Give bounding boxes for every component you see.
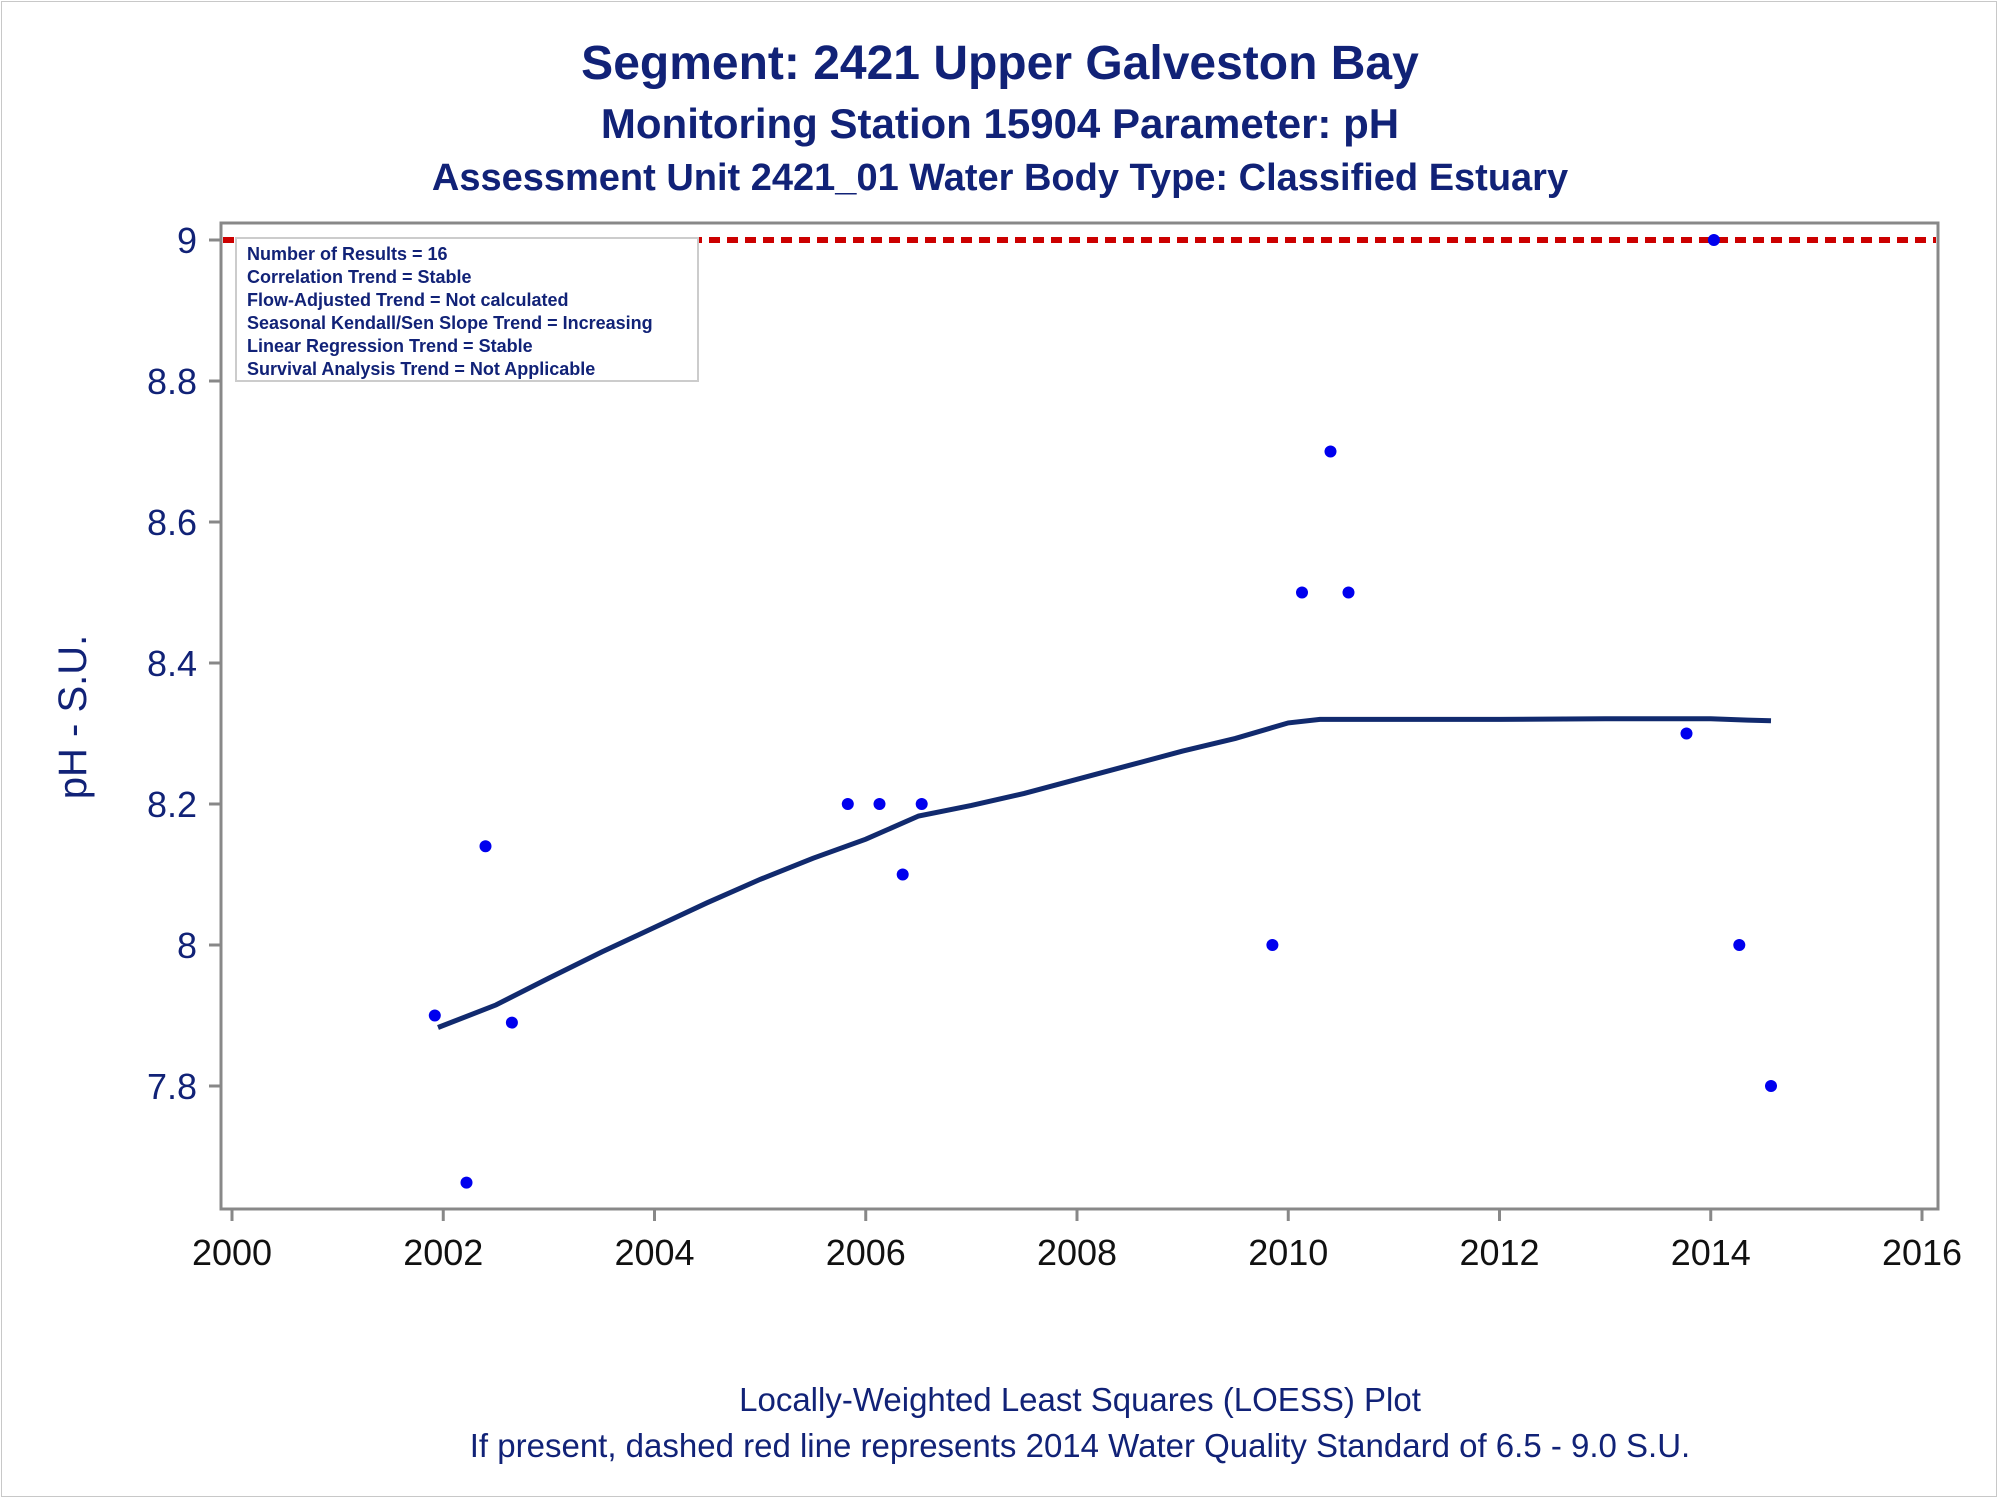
x-tick-label: 2000 [192,1232,272,1273]
chart-subtitle-assessment: Assessment Unit 2421_01 Water Body Type:… [431,157,1569,199]
data-point [1296,586,1308,599]
stats-box: Number of Results = 16 Correlation Trend… [235,237,699,382]
data-point [915,798,928,810]
data-point [460,1176,473,1189]
chart-title: Segment: 2421 Upper Galveston Bay [581,37,1419,90]
data-point [1680,727,1693,740]
x-tick-label: 2014 [1671,1232,1751,1273]
footnote-loess: Locally-Weighted Least Squares (LOESS) P… [739,1381,1421,1418]
x-tick-label: 2012 [1459,1232,1539,1273]
y-tick-label: 8.2 [147,784,197,825]
y-tick-label: 7.8 [147,1066,197,1107]
y-tick-label: 8.6 [147,502,197,543]
data-point [896,868,909,881]
x-tick-label: 2002 [403,1232,483,1273]
chart-subtitle: Monitoring Station 15904 Parameter: pH [600,100,1400,147]
data-point [841,798,854,810]
x-tick-label: 2016 [1882,1232,1962,1273]
data-point [1342,586,1355,599]
stats-linear-regression-trend: Linear Regression Trend = Stable [247,336,533,356]
data-point [1733,939,1746,951]
footnote-standard: If present, dashed red line represents 2… [469,1427,1691,1464]
loess-curve [437,716,1772,1030]
data-point [428,1009,441,1022]
x-tick-label: 2010 [1248,1232,1328,1273]
stats-correlation-trend: Correlation Trend = Stable [247,267,472,287]
y-tick-label: 8.8 [147,361,197,402]
data-point [1707,234,1720,246]
stats-box-border [235,237,699,382]
y-tick-label: 8.4 [147,643,197,684]
data-point [873,798,886,810]
y-axis-label: pH - S.U. [51,635,95,799]
stats-flow-adjusted-trend: Flow-Adjusted Trend = Not calculated [247,290,569,310]
stats-survival-analysis-trend: Survival Analysis Trend = Not Applicable [247,359,595,379]
data-point [1324,445,1337,458]
x-tick-label: 2004 [614,1232,694,1273]
stats-seasonal-kendall-trend: Seasonal Kendall/Sen Slope Trend = Incre… [247,313,653,333]
y-tick-label: 9 [177,220,197,261]
x-axis: 2000 2002 2004 2006 2008 2010 2012 2014 2016 [192,1209,1962,1273]
data-point [1266,939,1279,951]
y-tick-label: 8 [177,925,197,966]
stats-number-of-results: Number of Results = 16 [247,244,448,264]
y-axis: 7.8 8 8.2 8.4 8.6 8.8 9 [147,220,221,1107]
x-tick-label: 2008 [1037,1232,1117,1273]
data-point [479,840,492,853]
data-point [505,1016,518,1029]
plot-area [219,221,1940,1211]
x-tick-label: 2006 [826,1232,906,1273]
data-points [428,234,1777,1189]
data-point [1765,1080,1777,1092]
